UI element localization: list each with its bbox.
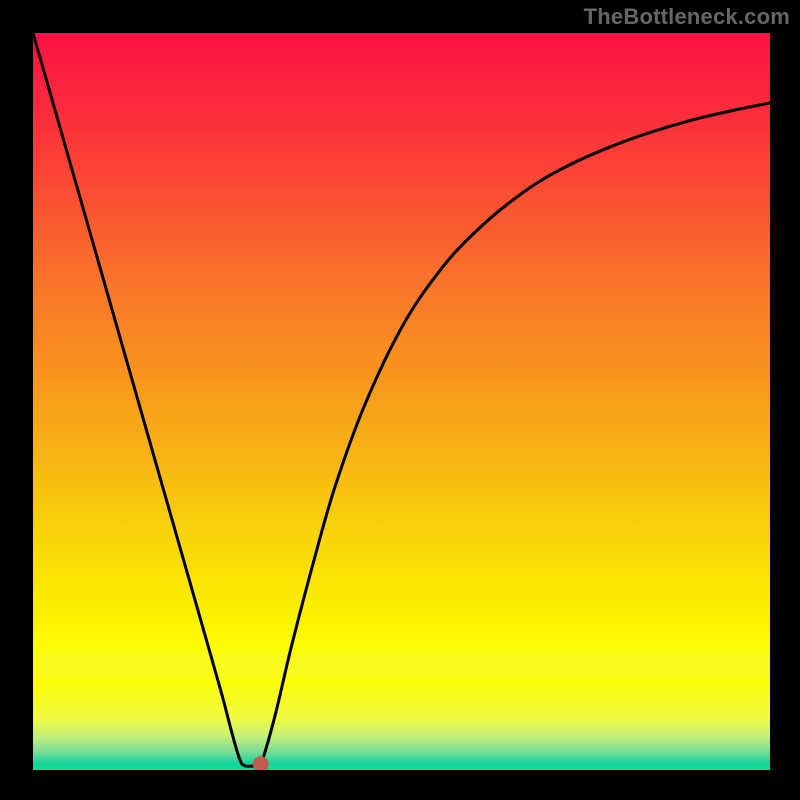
chart-svg (33, 33, 770, 770)
watermark-text: TheBottleneck.com (584, 4, 790, 30)
chart-background (33, 33, 770, 770)
chart-plot-area (33, 33, 770, 770)
